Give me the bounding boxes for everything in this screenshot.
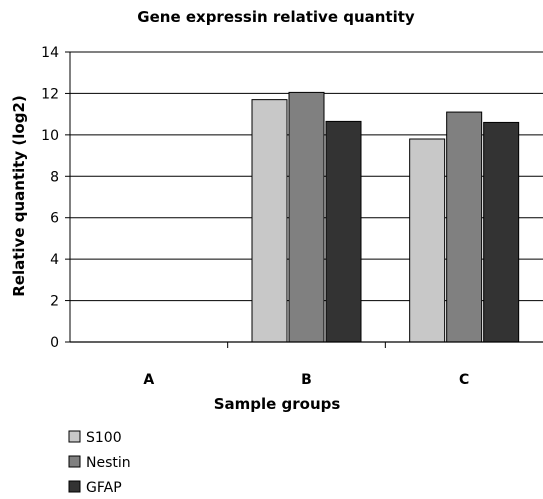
y-tick-label: 8: [50, 169, 59, 185]
category-label: C: [459, 372, 469, 388]
bar-gfap-c: [483, 121, 520, 343]
y-axis-label: Relative quantity (log2): [10, 95, 28, 297]
legend-label: S100: [86, 430, 122, 446]
bars: [251, 91, 520, 343]
legend-swatch: [68, 480, 81, 493]
bar-s100-b: [251, 99, 288, 343]
y-tick-labels: 0 2 4 6 8 10 12 14: [41, 45, 70, 351]
y-tick-label: 0: [50, 335, 59, 351]
chart-title: Gene expressin relative quantity: [137, 8, 415, 26]
category-label: B: [301, 372, 312, 388]
y-tick-label: 12: [41, 86, 59, 102]
legend-label: GFAP: [86, 480, 122, 496]
y-tick-label: 10: [41, 128, 59, 144]
axes: [69, 52, 543, 348]
category-labels: A B C: [143, 372, 469, 388]
legend-swatch: [68, 455, 81, 468]
bar-s100-c: [409, 138, 446, 343]
y-tick-label: 4: [50, 252, 59, 268]
legend-label: Nestin: [86, 455, 131, 471]
x-axis-label: Sample groups: [214, 395, 341, 413]
category-label: A: [143, 372, 154, 388]
legend: S100 Nestin GFAP: [68, 430, 131, 496]
y-tick-label: 6: [50, 211, 59, 227]
legend-swatch: [68, 430, 81, 443]
bar-nestin-c: [446, 111, 483, 343]
bar-nestin-b: [288, 91, 325, 343]
y-tick-label: 2: [50, 294, 59, 310]
bar-gfap-b: [325, 120, 362, 343]
y-tick-label: 14: [41, 45, 59, 61]
